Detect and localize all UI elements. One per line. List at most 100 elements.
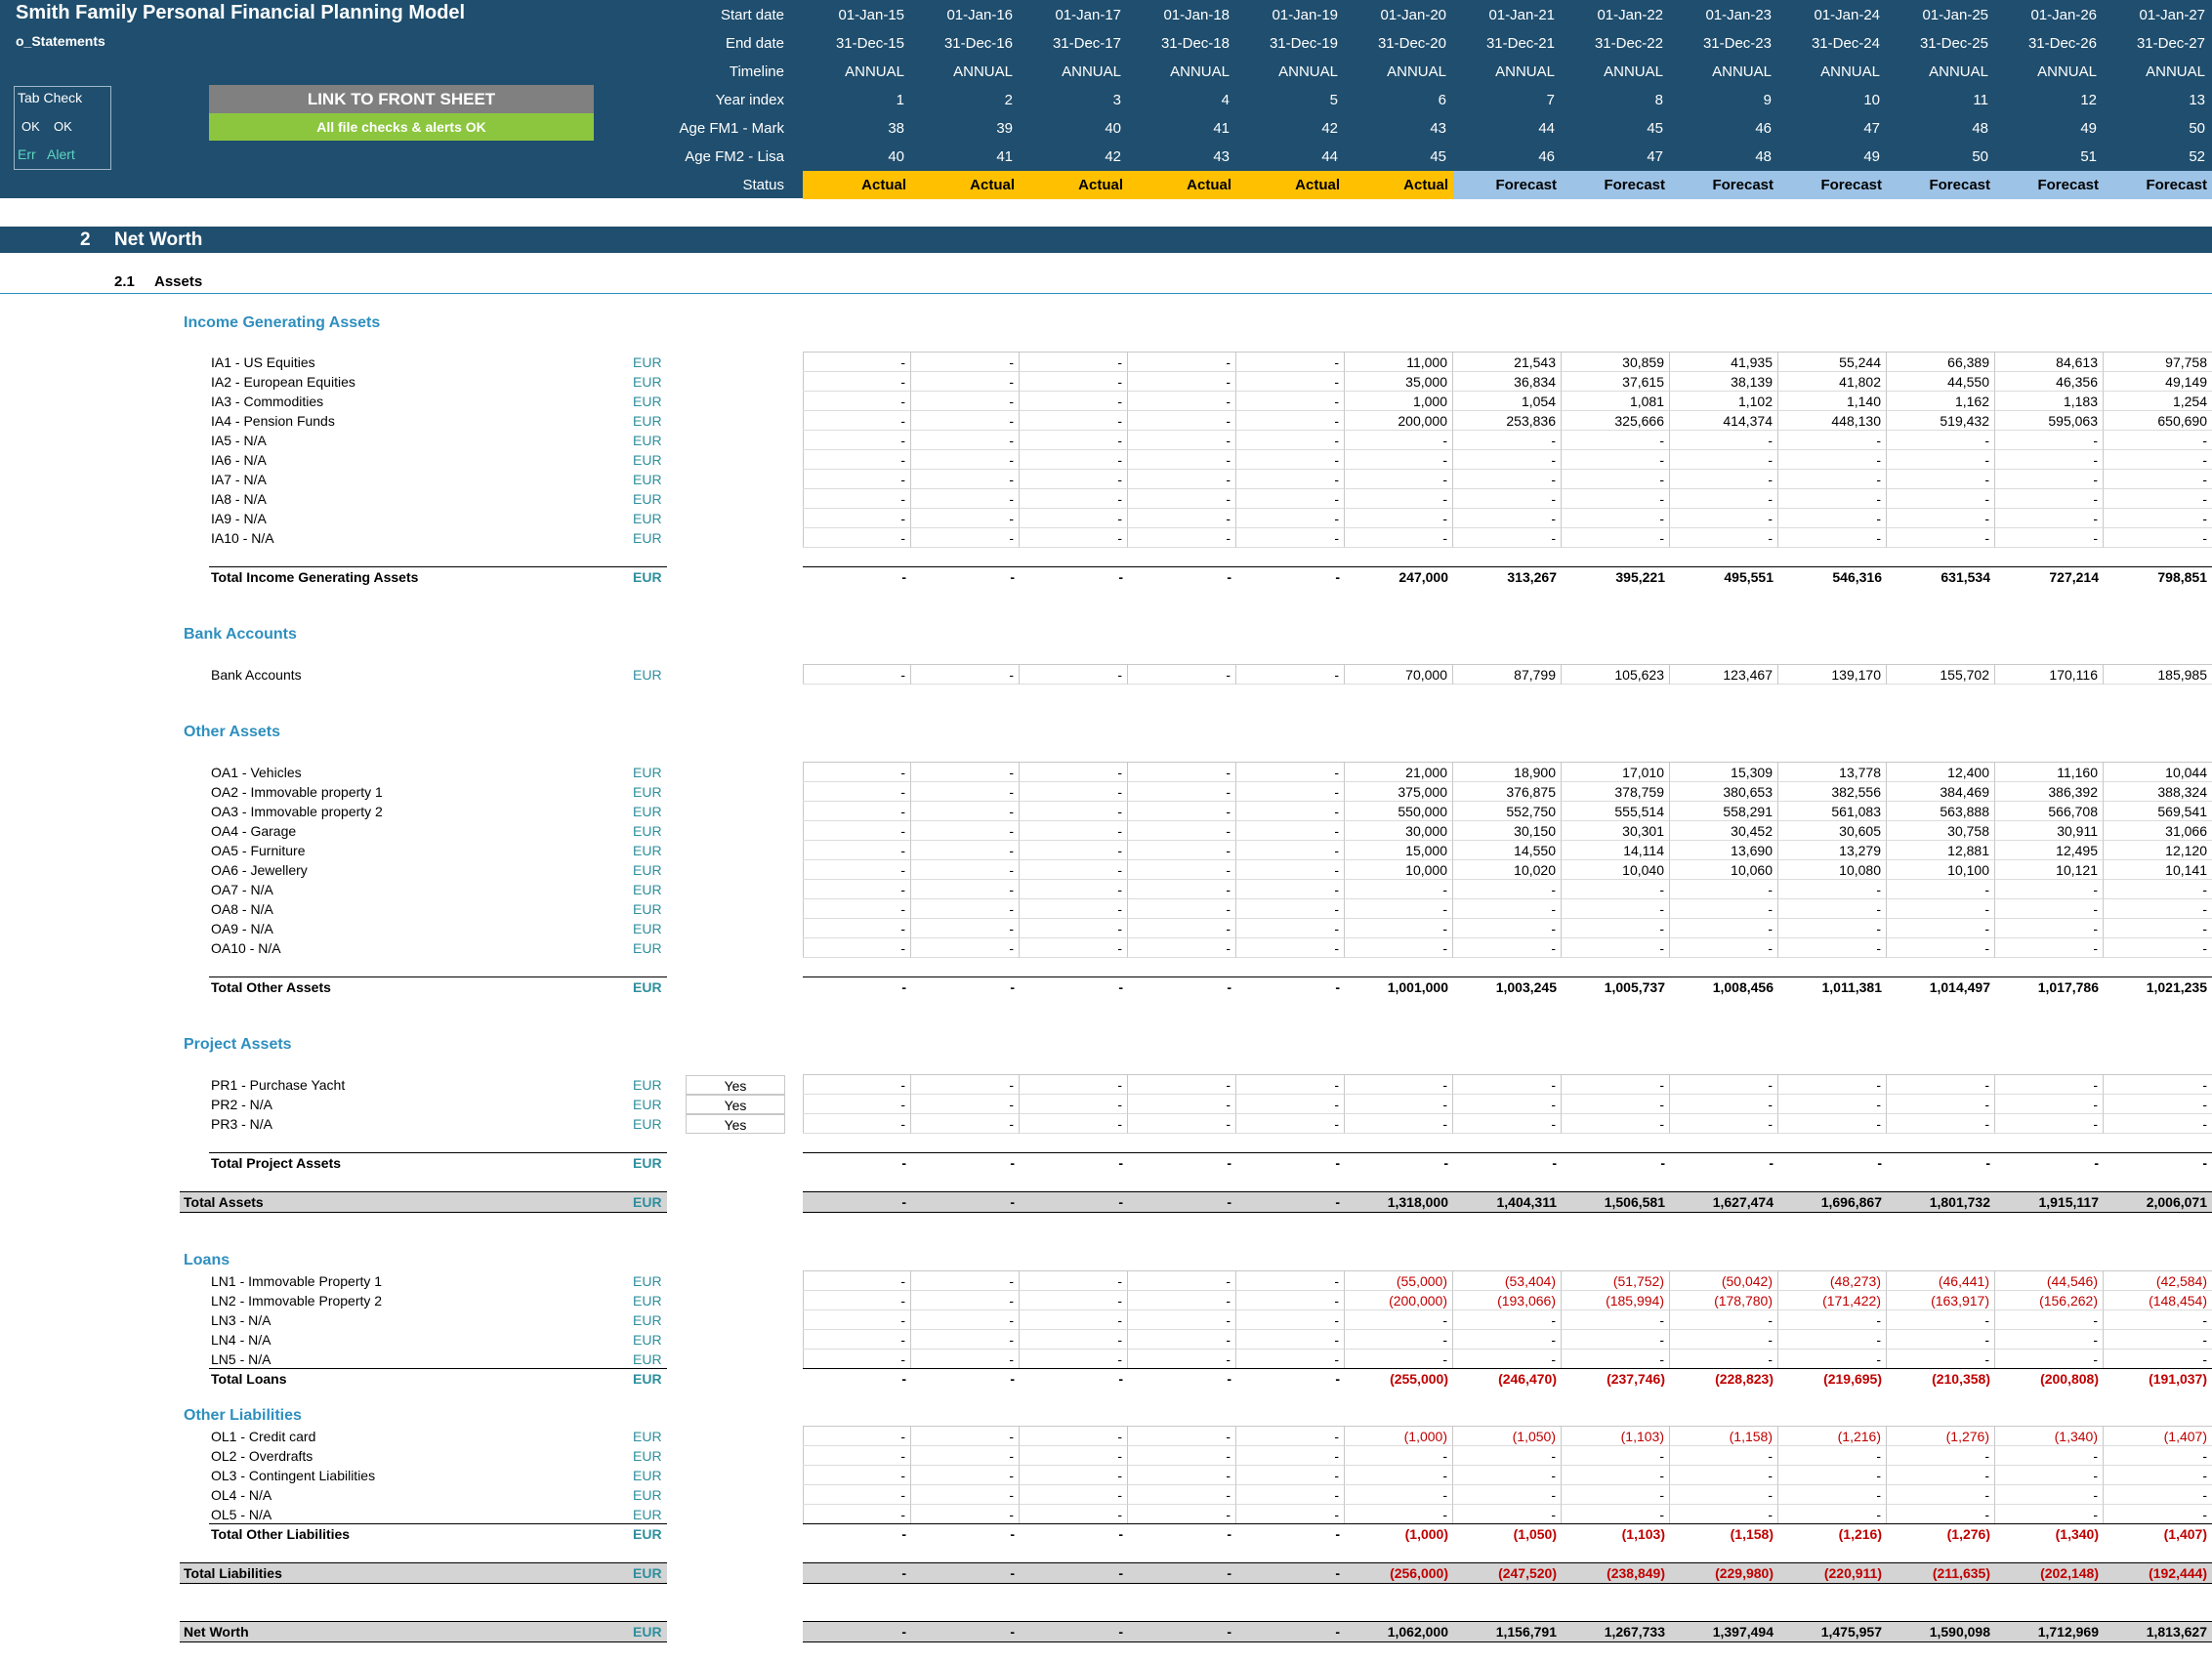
income-asset-cell: - — [1128, 528, 1236, 548]
income-asset-row-label: IA7 - N/A — [211, 472, 267, 487]
total-assets-bottom-line-values — [803, 1212, 2212, 1213]
project-asset-row-flag[interactable]: Yes — [686, 1075, 785, 1095]
project-assets-total-top-line — [209, 1152, 667, 1153]
other-asset-cell: - — [1020, 802, 1128, 821]
other-asset-cell: - — [911, 763, 1020, 782]
income-asset-cell: - — [803, 509, 911, 528]
project-asset-row-flag[interactable]: Yes — [686, 1095, 785, 1114]
other-asset-cell: 30,758 — [1887, 821, 1995, 841]
timeline-cell: ANNUAL — [1929, 63, 1988, 80]
other-asset-cell: - — [1887, 880, 1995, 899]
loan-cell: - — [1020, 1271, 1128, 1291]
other-asset-cell: - — [911, 938, 1020, 958]
loan-cell: - — [1778, 1350, 1887, 1369]
income-asset-cell: - — [1562, 528, 1670, 548]
timeline-cell: ANNUAL — [1278, 63, 1338, 80]
other-asset-cell: 10,044 — [2104, 763, 2212, 782]
project-asset-row-flag[interactable]: Yes — [686, 1114, 785, 1134]
loans-total-cell: (210,358) — [1932, 1371, 1990, 1387]
income-asset-cell: - — [1670, 509, 1778, 528]
age-fm1-cell: 46 — [1755, 120, 1772, 137]
other-asset-cell: 13,778 — [1778, 763, 1887, 782]
net-worth-cell: - — [1010, 1624, 1015, 1640]
income-asset-cell: - — [1778, 509, 1887, 528]
loan-cell: (51,752) — [1562, 1271, 1670, 1291]
project-asset-row-label: PR3 - N/A — [211, 1116, 273, 1132]
loan-cell: - — [1887, 1350, 1995, 1369]
other-asset-cell: - — [803, 860, 911, 880]
income-asset-cell: - — [1128, 470, 1236, 489]
loan-cell: (48,273) — [1778, 1271, 1887, 1291]
income-asset-row-currency: EUR — [633, 433, 662, 448]
other-asset-cell: 10,121 — [1995, 860, 2104, 880]
project-asset-cell: - — [1128, 1075, 1236, 1095]
project-asset-cell: - — [1236, 1095, 1345, 1114]
status-cell: Forecast — [1562, 171, 1670, 199]
other-asset-cell: - — [803, 880, 911, 899]
other-asset-cell: 10,000 — [1345, 860, 1453, 880]
loan-row-label: LN4 - N/A — [211, 1332, 271, 1348]
status-cell: Actual — [1345, 171, 1453, 199]
project-asset-cell: - — [1995, 1075, 2104, 1095]
other-liability-cell: (1,276) — [1887, 1427, 1995, 1446]
other-liabilities-total-cell: (1,407) — [2163, 1526, 2207, 1542]
other-liability-cell: - — [1236, 1505, 1345, 1524]
loan-cell: (156,262) — [1995, 1291, 2104, 1310]
net-worth-label: Net Worth — [184, 1624, 249, 1640]
other-asset-cell: 14,550 — [1453, 841, 1562, 860]
income-asset-row-label: IA8 - N/A — [211, 491, 267, 507]
income-asset-cell: - — [1562, 489, 1670, 509]
income-asset-cell: - — [1345, 470, 1453, 489]
bank-account-cell: 185,985 — [2104, 665, 2212, 685]
project-asset-cell: - — [1020, 1075, 1128, 1095]
other-asset-cell: 11,160 — [1995, 763, 2104, 782]
other-asset-cell: - — [911, 802, 1020, 821]
other-asset-cell: - — [1128, 919, 1236, 938]
other-asset-cell: 30,911 — [1995, 821, 2104, 841]
other-liability-cell: - — [2104, 1485, 2212, 1505]
total-assets-cell: - — [1010, 1194, 1015, 1210]
income-assets-total-cell: - — [1227, 569, 1231, 585]
project-assets-total-cell: - — [1552, 1155, 1557, 1171]
loan-cell: - — [1128, 1330, 1236, 1350]
header-band: Smith Family Personal Financial Planning… — [0, 0, 2212, 199]
income-asset-cell: - — [1236, 431, 1345, 450]
income-asset-cell: 46,356 — [1995, 372, 2104, 392]
other-asset-cell: - — [1236, 782, 1345, 802]
income-asset-cell: - — [911, 392, 1020, 411]
other-liability-cell: - — [1995, 1505, 2104, 1524]
other-asset-cell: - — [803, 938, 911, 958]
start-date-cell: 01-Jan-27 — [2139, 7, 2205, 23]
project-asset-row-currency: EUR — [633, 1077, 662, 1093]
net-worth-cell: 1,267,733 — [1604, 1624, 1665, 1640]
link-front-sheet-button[interactable]: LINK TO FRONT SHEET — [209, 85, 594, 113]
age-fm2-cell: 48 — [1755, 148, 1772, 165]
other-asset-cell: - — [1345, 919, 1453, 938]
other-liability-cell: - — [1562, 1466, 1670, 1485]
income-asset-cell: 1,102 — [1670, 392, 1778, 411]
project-asset-cell: - — [1778, 1075, 1887, 1095]
other-liability-row-currency: EUR — [633, 1429, 662, 1444]
other-asset-row-currency: EUR — [633, 804, 662, 819]
loans-total-cell: (246,470) — [1498, 1371, 1557, 1387]
other-liability-cell: - — [1778, 1446, 1887, 1466]
project-asset-cell: - — [1562, 1095, 1670, 1114]
other-asset-cell: - — [1562, 919, 1670, 938]
age-fm1-cell: 39 — [996, 120, 1013, 137]
project-asset-cell: - — [1562, 1114, 1670, 1134]
net-worth-cell: 1,156,791 — [1495, 1624, 1557, 1640]
income-assets-total-cell: 798,851 — [2157, 569, 2207, 585]
income-asset-cell: - — [803, 528, 911, 548]
total-assets-cell: 1,404,311 — [1496, 1194, 1557, 1210]
other-liability-cell: - — [1128, 1446, 1236, 1466]
income-asset-cell: 97,758 — [2104, 353, 2212, 372]
status-cell: Forecast — [1887, 171, 1995, 199]
end-date-cell: 31-Dec-22 — [1594, 35, 1663, 52]
bank-account-row-label: Bank Accounts — [211, 667, 302, 683]
other-liabilities-total-cell: - — [1335, 1526, 1340, 1542]
income-asset-cell: 37,615 — [1562, 372, 1670, 392]
income-asset-row-currency: EUR — [633, 511, 662, 526]
other-asset-cell: - — [911, 782, 1020, 802]
loan-cell: - — [803, 1330, 911, 1350]
other-asset-cell: - — [1562, 938, 1670, 958]
